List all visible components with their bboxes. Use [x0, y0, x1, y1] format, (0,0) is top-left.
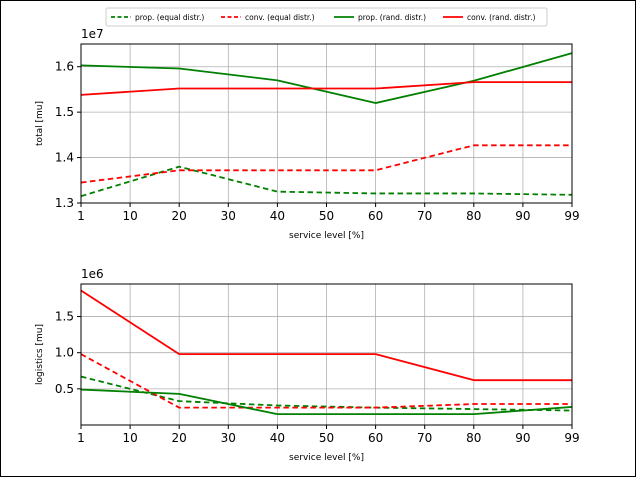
legend: prop. (equal distr.) conv. (equal distr.)…: [105, 7, 548, 27]
x-tick-label: 10: [122, 209, 137, 223]
legend-entry-label: prop. (rand. distr.): [358, 13, 426, 22]
x-tick-label: 20: [172, 209, 187, 223]
x-tick-label: 20: [172, 431, 187, 445]
x-tick-label: 60: [368, 431, 383, 445]
axis-offset-label: 1e7: [81, 27, 104, 41]
y-tick-label: 1.5: [55, 105, 74, 119]
x-tick-label: 50: [319, 431, 334, 445]
y-axis-label: logistics [mu]: [35, 324, 45, 385]
series-line-3: [80, 52, 573, 104]
legend-entry-label: prop. (equal distr.): [135, 13, 204, 22]
series-line-3: [80, 388, 573, 416]
x-tick-label: 60: [368, 209, 383, 223]
x-axis-label: service level [%]: [289, 453, 364, 463]
x-tick-label: 90: [515, 209, 530, 223]
x-tick-label: 30: [221, 209, 236, 223]
y-tick-label: 0.5: [55, 382, 74, 396]
legend-entry-label: conv. (equal distr.): [245, 13, 315, 22]
x-tick-label: 99: [564, 431, 579, 445]
series-line-2: [80, 353, 572, 409]
x-tick-label: 1: [77, 209, 85, 223]
series-line-1: [80, 375, 573, 412]
x-tick-label: 99: [564, 209, 579, 223]
x-tick-label: 10: [122, 431, 137, 445]
legend-entry-label: conv. (rand. distr.): [467, 13, 535, 22]
x-tick-label: 40: [270, 431, 285, 445]
y-tick-label: 1.3: [55, 196, 74, 210]
x-tick-label: 30: [221, 431, 236, 445]
y-tick-label: 1.4: [55, 151, 74, 165]
x-tick-label: 90: [515, 431, 530, 445]
y-tick-label: 1.6: [55, 60, 74, 74]
y-tick-label: 1.5: [55, 310, 74, 324]
series-line-4: [80, 81, 572, 96]
x-tick-label: 40: [270, 209, 285, 223]
chart-panel-1: 1 10 20 30 40 50 60 70 80 90 99 1.3 1.4 1.5 1.6 1e7 serv…: [35, 27, 580, 241]
y-tick-label: 1.0: [55, 346, 74, 360]
legend-box: [105, 7, 548, 27]
x-tick-label: 70: [417, 209, 432, 223]
y-axis-label: total [mu]: [35, 101, 45, 146]
x-tick-label: 1: [77, 431, 85, 445]
x-tick-label: 70: [417, 431, 432, 445]
x-tick-label: 80: [466, 209, 481, 223]
chart-panel-2: 1 10 20 30 40 50 60 70 80 90 99 0.5 1.0 1.5 1e6 service…: [35, 267, 580, 463]
axis-offset-label: 1e6: [81, 267, 104, 281]
x-tick-label: 80: [466, 431, 481, 445]
x-tick-label: 50: [319, 209, 334, 223]
series-line-4: [80, 289, 572, 382]
x-axis-label: service level [%]: [289, 231, 364, 241]
series-line-2: [80, 144, 572, 184]
